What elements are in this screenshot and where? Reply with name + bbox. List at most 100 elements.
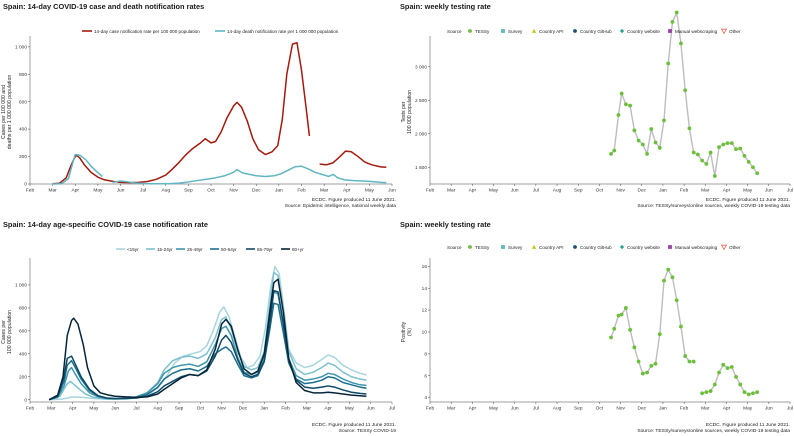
series-line	[48, 289, 367, 401]
panel4-caption-line1: ECDC. Figure produced 11 June 2021.	[705, 423, 790, 428]
data-point	[742, 390, 747, 395]
x-tick-label: Jun	[765, 188, 773, 194]
x-tick-label: Oct	[596, 406, 604, 412]
legend-label: Survey	[508, 245, 523, 250]
y-axis-label: Tests per	[401, 101, 407, 122]
panel2-caption: ECDC. Figure produced 11 June 2021. Sour…	[637, 198, 790, 210]
x-tick-label: Jun	[765, 406, 773, 412]
data-point	[645, 370, 649, 375]
x-tick-label: May	[489, 188, 499, 194]
panel4-title: Spain: weekly testing rate	[400, 220, 491, 229]
x-tick-label: Sep	[574, 406, 583, 412]
x-tick-label: Nov	[616, 188, 625, 194]
x-tick-label: May	[743, 406, 753, 412]
data-point	[729, 365, 734, 369]
x-tick-label: Jul	[140, 188, 146, 194]
panel3-caption-line2: Source: TESSy COVID-19	[338, 429, 396, 434]
y-axis-label: 100 000 population	[407, 90, 413, 134]
data-point	[616, 113, 621, 117]
data-point	[636, 359, 641, 364]
data-point	[708, 150, 713, 155]
data-point	[742, 153, 747, 158]
panel2-legend: Source TESSy Survey Country API Country GitH…	[447, 28, 741, 35]
data-point	[657, 332, 662, 337]
connector-line	[610, 10, 758, 177]
data-point	[751, 391, 755, 396]
data-point	[670, 20, 675, 24]
x-tick-label: Feb	[426, 188, 435, 194]
series-line-deaths	[52, 153, 103, 185]
legend-marker	[720, 28, 728, 35]
legend-label: 80+yr	[292, 247, 304, 252]
x-tick-label: Dec	[637, 406, 646, 412]
x-tick-label: Feb	[26, 188, 35, 194]
series-line	[48, 278, 367, 401]
data-point	[683, 88, 688, 93]
data-point	[674, 10, 679, 15]
x-tick-label: Jun	[111, 406, 119, 412]
x-tick-label: Mar	[701, 188, 710, 194]
series-line	[49, 265, 367, 401]
y-tick-label: 400	[19, 351, 27, 357]
legend-label: Country website	[627, 29, 660, 34]
y-axis-label: 100 000 population	[7, 310, 13, 354]
data-point	[612, 326, 617, 331]
legend-marker	[501, 29, 505, 33]
data-point	[700, 158, 705, 163]
legend-label: 65-79yr	[257, 247, 273, 252]
x-tick-label: Mar	[447, 188, 456, 194]
legend-label: Manual webscraping	[675, 29, 718, 34]
x-tick-label: Dec	[252, 188, 261, 194]
data-point	[734, 147, 738, 152]
x-tick-label: Nov	[229, 188, 238, 194]
x-tick-label: Jan	[260, 406, 268, 412]
data-point	[704, 162, 709, 166]
x-tick-label: Feb	[281, 406, 290, 412]
x-tick-label: Apr	[723, 406, 731, 412]
x-tick-label: Apr	[723, 188, 731, 194]
legend-marker	[573, 29, 577, 33]
data-point	[674, 298, 679, 303]
x-tick-label: Mar	[303, 406, 312, 412]
panel1-series	[52, 41, 387, 185]
x-tick-label: Feb	[680, 406, 689, 412]
panel3-axes: Feb Mar Apr May Jun Jul Aug Sep Oct Nov Dec Jan Feb M…	[1, 258, 395, 412]
x-tick-label: Oct	[197, 406, 205, 412]
data-point	[628, 327, 633, 332]
legend-label: <15yr	[127, 247, 139, 252]
y-tick-label: 6	[424, 373, 427, 379]
x-tick-label: Sep	[184, 188, 193, 194]
x-tick-label: Apr	[469, 188, 477, 194]
y-tick-label: 12	[422, 308, 428, 314]
legend-label: Country GitHub	[580, 29, 612, 34]
data-point	[721, 362, 726, 367]
x-tick-label: Jan	[275, 188, 283, 194]
x-tick-label: Jun	[511, 188, 519, 194]
data-point	[725, 366, 730, 370]
legend-label: Other	[729, 29, 741, 34]
y-tick-label: 3 000	[415, 64, 427, 70]
legend-label: Country API	[539, 29, 564, 34]
x-tick-label: Feb	[26, 406, 35, 412]
x-tick-label: Aug	[153, 406, 162, 412]
legend-marker	[668, 29, 672, 33]
data-point	[738, 146, 743, 151]
data-point	[628, 103, 633, 108]
y-tick-label: 0	[24, 397, 27, 403]
x-tick-label: Jun	[388, 188, 396, 194]
x-tick-label: Nov	[616, 406, 625, 412]
legend-marker	[573, 245, 577, 249]
data-point	[619, 312, 624, 317]
data-point	[717, 145, 721, 150]
x-tick-label: Jul	[133, 406, 139, 412]
y-tick-label: 16	[422, 264, 428, 270]
data-point	[721, 142, 726, 147]
y-tick-label: 14	[422, 286, 428, 292]
x-tick-label: Jan	[659, 188, 667, 194]
y-tick-label: 1 000	[15, 44, 27, 50]
legend-marker	[619, 28, 625, 34]
y-axis-label: Cases per	[1, 320, 7, 344]
y-tick-label: 4	[424, 395, 427, 401]
panel2-caption-line2: Source: TESSy/surveys/online sources, we…	[637, 204, 790, 209]
